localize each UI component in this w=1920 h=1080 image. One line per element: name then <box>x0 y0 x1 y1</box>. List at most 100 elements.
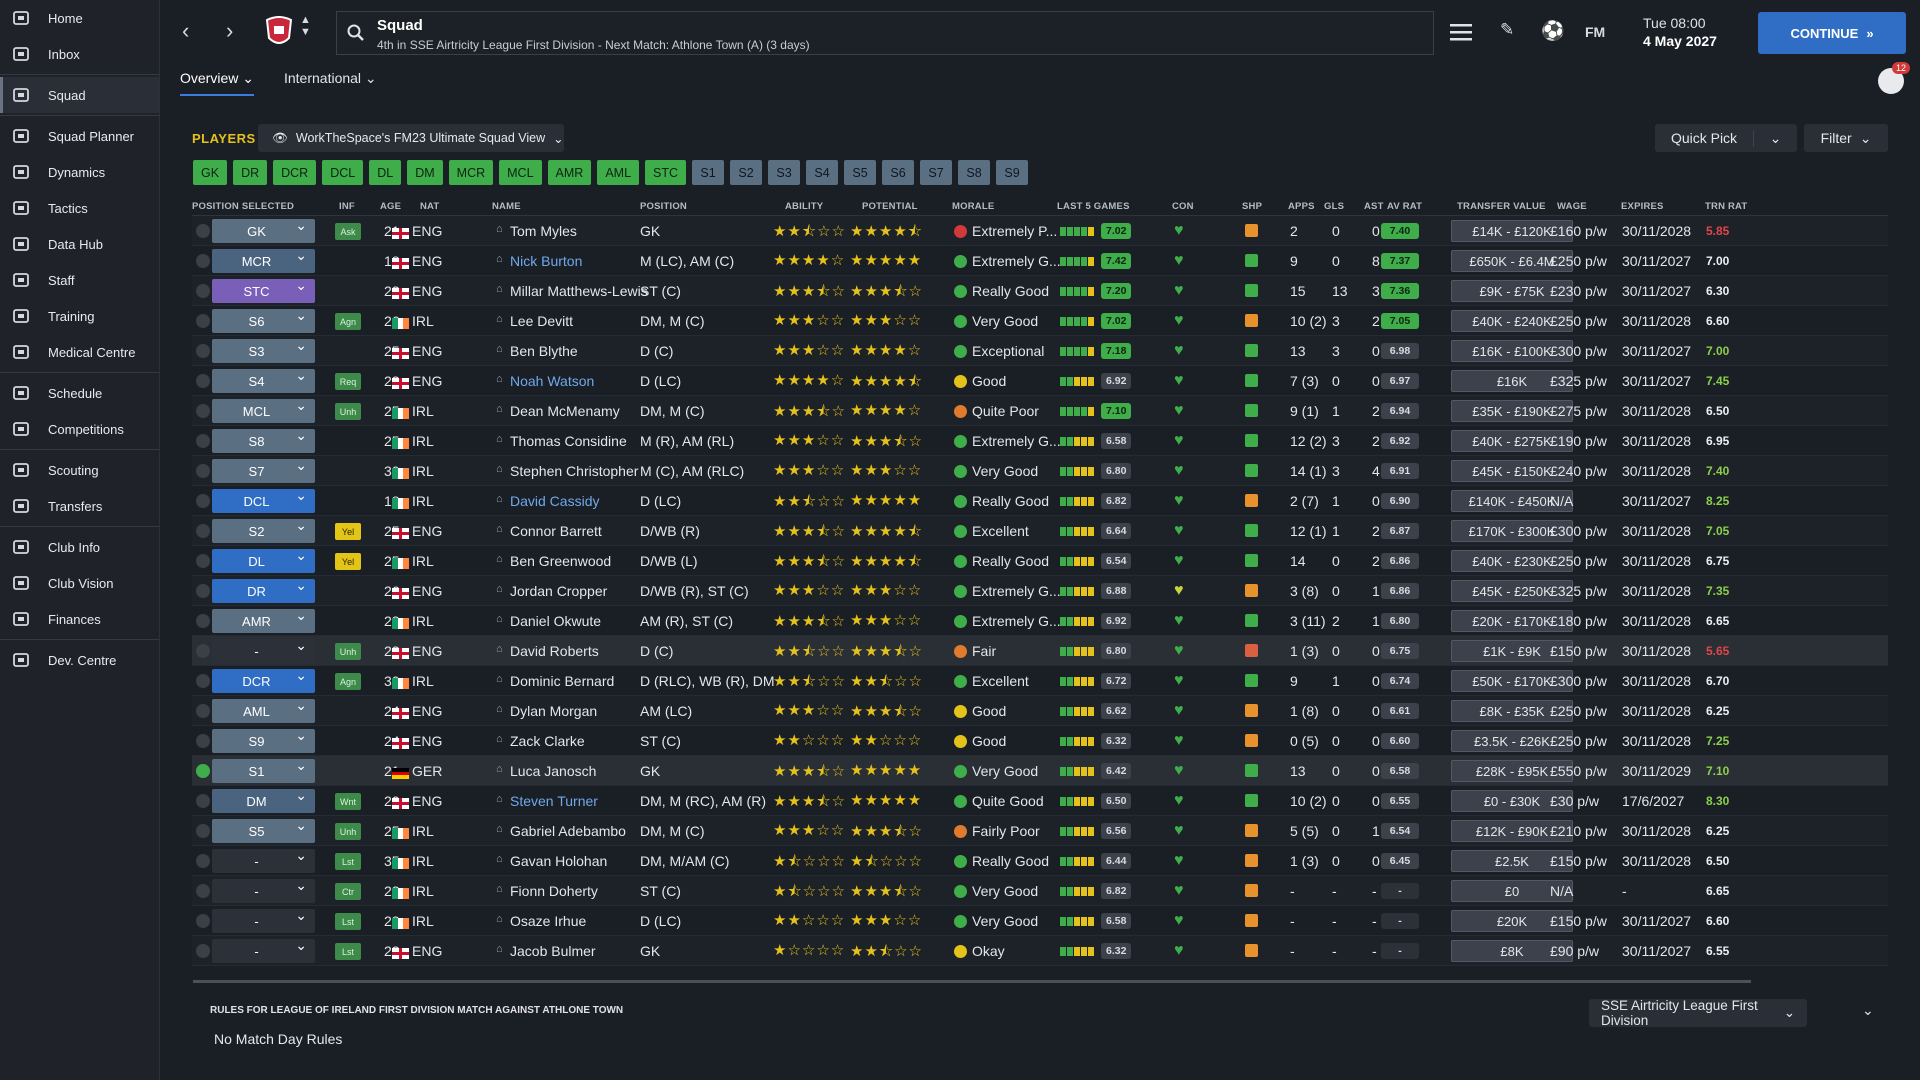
position-selected-dropdown[interactable]: AML <box>212 697 315 723</box>
sidebar-item-competitions[interactable]: Competitions <box>0 411 159 447</box>
transfer-value[interactable]: £3.5K - £26K <box>1451 730 1573 752</box>
sidebar-item-home[interactable]: Home <box>0 0 159 36</box>
player-name-link[interactable]: Daniel Okwute <box>510 613 602 629</box>
transfer-value[interactable]: £9K - £75K <box>1451 280 1573 302</box>
position-filter-dr[interactable]: DR <box>233 160 268 185</box>
column-header[interactable]: AST <box>1364 201 1384 212</box>
position-selected-dropdown[interactable]: AMR <box>212 607 315 633</box>
row-select-checkbox[interactable] <box>196 554 210 568</box>
tab-international[interactable]: International ⌄ <box>284 70 377 96</box>
column-header[interactable]: POSITION <box>640 201 687 212</box>
transfer-value[interactable]: £16K - £100K <box>1451 340 1573 362</box>
position-selected-dropdown[interactable]: S6 <box>212 307 315 333</box>
column-header[interactable]: POSITION SELECTED <box>192 201 295 212</box>
transfer-value[interactable]: £170K - £300K <box>1451 520 1573 542</box>
position-selected-dropdown[interactable]: - <box>212 907 315 933</box>
transfer-value[interactable]: £650K - £6.4M <box>1451 250 1573 272</box>
position-filter-dcr[interactable]: DCR <box>273 160 317 185</box>
position-selected-dropdown[interactable]: S8 <box>212 427 315 453</box>
row-select-checkbox[interactable] <box>196 524 210 538</box>
column-header[interactable]: GLS <box>1324 201 1345 212</box>
forward-button[interactable]: › <box>226 18 234 43</box>
row-select-checkbox[interactable] <box>196 824 210 838</box>
position-selected-dropdown[interactable]: S9 <box>212 727 315 753</box>
position-selected-dropdown[interactable]: S1 <box>212 757 315 783</box>
player-name-link[interactable]: Dylan Morgan <box>510 703 598 719</box>
column-header[interactable]: WAGE <box>1557 201 1587 212</box>
transfer-value[interactable]: £1K - £9K <box>1451 640 1573 662</box>
row-select-checkbox[interactable] <box>196 674 210 688</box>
profile-avatar[interactable]: 12 <box>1878 62 1911 94</box>
position-selected-dropdown[interactable]: MCR <box>212 247 315 273</box>
row-select-checkbox[interactable] <box>196 644 210 658</box>
sidebar-item-dynamics[interactable]: Dynamics <box>0 154 159 190</box>
player-name-link[interactable]: Zack Clarke <box>510 733 585 749</box>
column-header[interactable]: INF <box>339 201 355 212</box>
transfer-value[interactable]: £0 - £30K <box>1451 790 1573 812</box>
player-name-link[interactable]: Dean McMenamy <box>510 403 620 419</box>
column-header[interactable]: NAT <box>420 201 440 212</box>
player-name-link[interactable]: Millar Matthews-Lewis <box>510 283 648 299</box>
position-filter-s6[interactable]: S6 <box>882 160 915 185</box>
column-header[interactable]: CON <box>1172 201 1194 212</box>
row-select-checkbox[interactable] <box>196 464 210 478</box>
row-select-checkbox[interactable] <box>196 434 210 448</box>
fm-menu-button[interactable]: FM <box>1585 24 1606 40</box>
column-header[interactable]: AGE <box>380 201 402 212</box>
transfer-value[interactable]: £50K - £170K <box>1451 670 1573 692</box>
transfer-value[interactable]: £16K <box>1451 370 1573 392</box>
player-name-link[interactable]: Tom Myles <box>510 223 577 239</box>
transfer-value[interactable]: £8K <box>1451 940 1573 962</box>
continue-button[interactable]: CONTINUE » <box>1758 12 1906 54</box>
player-name-link[interactable]: Gabriel Adebambo <box>510 823 626 839</box>
position-selected-dropdown[interactable]: S7 <box>212 457 315 483</box>
transfer-value[interactable]: £20K - £170K <box>1451 610 1573 632</box>
column-header[interactable]: POTENTIAL <box>862 201 918 212</box>
row-select-checkbox[interactable] <box>196 314 210 328</box>
sidebar-item-club-info[interactable]: Club Info <box>0 529 159 565</box>
column-header[interactable]: EXPIRES <box>1621 201 1664 212</box>
sidebar-item-data-hub[interactable]: Data Hub <box>0 226 159 262</box>
sidebar-item-transfers[interactable]: Transfers <box>0 488 159 524</box>
position-filter-aml[interactable]: AML <box>597 160 640 185</box>
position-selected-dropdown[interactable]: DCR <box>212 667 315 693</box>
position-selected-dropdown[interactable]: S3 <box>212 337 315 363</box>
player-name-link[interactable]: Connor Barrett <box>510 523 602 539</box>
transfer-value[interactable]: £140K - £450K <box>1451 490 1573 512</box>
player-name-link[interactable]: Fionn Doherty <box>510 883 598 899</box>
transfer-value[interactable]: £14K - £120K <box>1451 220 1573 242</box>
position-selected-dropdown[interactable]: S5 <box>212 817 315 843</box>
player-name-link[interactable]: Dominic Bernard <box>510 673 615 689</box>
player-name-link[interactable]: Jordan Cropper <box>510 583 608 599</box>
position-selected-dropdown[interactable]: DR <box>212 577 315 603</box>
football-icon[interactable]: ⚽ <box>1541 21 1565 42</box>
position-selected-dropdown[interactable]: MCL <box>212 397 315 423</box>
club-switch-icon[interactable]: ▲ ▼ <box>300 14 311 38</box>
sidebar-item-finances[interactable]: Finances <box>0 601 159 637</box>
player-name-link[interactable]: Jacob Bulmer <box>510 943 596 959</box>
quick-pick-button[interactable]: Quick Pick ⌄ <box>1655 124 1797 152</box>
player-name-link[interactable]: Stephen Christopher <box>510 463 639 479</box>
player-name-link[interactable]: Steven Turner <box>510 793 598 809</box>
transfer-value[interactable]: £35K - £190K <box>1451 400 1573 422</box>
row-select-checkbox[interactable] <box>196 614 210 628</box>
player-name-link[interactable]: Gavan Holohan <box>510 853 608 869</box>
tab-overview[interactable]: Overview ⌄ <box>180 70 254 96</box>
position-filter-s8[interactable]: S8 <box>958 160 991 185</box>
transfer-value[interactable]: £28K - £95K <box>1451 760 1573 782</box>
position-filter-mcr[interactable]: MCR <box>448 160 494 185</box>
row-select-checkbox[interactable] <box>196 854 210 868</box>
sidebar-item-squad-planner[interactable]: Squad Planner <box>0 118 159 154</box>
column-header[interactable]: TRN RAT <box>1705 201 1748 212</box>
sidebar-item-squad[interactable]: Squad <box>0 77 159 113</box>
